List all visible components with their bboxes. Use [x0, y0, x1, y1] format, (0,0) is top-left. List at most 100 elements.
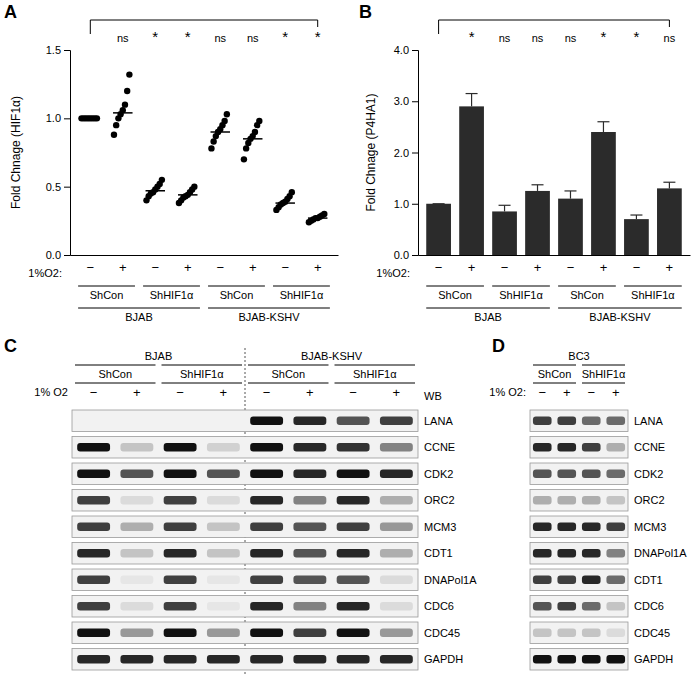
y-tick: 1.5	[46, 44, 70, 56]
band	[337, 469, 370, 478]
band	[380, 522, 413, 531]
x-tick: +	[119, 255, 127, 275]
marks	[78, 71, 327, 225]
band	[582, 549, 601, 558]
y-tick-label: 0.0	[46, 249, 61, 261]
band	[207, 443, 240, 452]
y-tick-label: 1.0	[46, 112, 61, 124]
band	[380, 655, 413, 664]
y-tick-mark	[64, 50, 70, 51]
band	[207, 602, 240, 611]
significance-label: ns	[664, 32, 676, 44]
band	[582, 575, 601, 584]
x-tick: +	[534, 255, 542, 275]
x-tick-label: +	[184, 260, 192, 275]
band	[582, 628, 601, 637]
blot-strip	[72, 569, 418, 591]
band	[164, 443, 197, 452]
band	[606, 416, 625, 425]
lane-label: −	[587, 385, 595, 400]
x-tick: +	[249, 255, 257, 275]
lane-label: +	[563, 385, 571, 400]
y-tick-label: 0.5	[46, 181, 61, 193]
band	[120, 496, 153, 505]
protein-label: CCNE	[634, 441, 665, 453]
band	[533, 522, 552, 531]
error-cap	[466, 93, 478, 94]
band	[533, 496, 552, 505]
band	[164, 522, 197, 531]
band	[582, 416, 601, 425]
mean-line	[178, 194, 197, 196]
protein-label: CDT1	[424, 547, 453, 559]
data-point	[321, 211, 327, 217]
mean-line	[243, 138, 262, 140]
band	[164, 655, 197, 664]
x-group-label: ShHIF1α	[631, 289, 675, 301]
cell-line-label: BC3	[568, 350, 589, 362]
band	[337, 443, 370, 452]
x-tick: −	[633, 255, 641, 275]
protein-label: CCNE	[424, 441, 455, 453]
data-point	[256, 118, 262, 124]
y-tick-label: 1.5	[46, 44, 61, 56]
significance-label: ns	[565, 32, 577, 44]
y-tick: 0.5	[46, 181, 70, 193]
x-tick: +	[666, 255, 674, 275]
protein-label: CDC45	[634, 627, 670, 639]
y-tick-mark	[412, 50, 418, 51]
shrna-label: ShHIF1α	[180, 368, 224, 380]
y-tick-label: 2.0	[394, 147, 409, 159]
y-tick: 2.0	[394, 147, 418, 159]
shrna-label: ShHIF1α	[582, 368, 626, 380]
significance-label: *	[634, 28, 640, 45]
protein-label: CDT1	[634, 574, 663, 586]
band	[250, 549, 283, 558]
x-tick: +	[314, 255, 322, 275]
y-tick-mark	[412, 204, 418, 205]
band	[77, 469, 110, 478]
band	[293, 549, 326, 558]
band	[337, 496, 370, 505]
significance-label: *	[601, 28, 607, 45]
subgroup-line	[162, 365, 243, 366]
shrna-label: ShCon	[538, 368, 572, 380]
x-tick-label: −	[87, 260, 95, 275]
band	[250, 416, 283, 425]
band	[164, 549, 197, 558]
band	[120, 628, 153, 637]
subgroup-line	[582, 383, 625, 384]
bar	[492, 211, 517, 255]
lane-label: −	[538, 385, 546, 400]
lane-label: −	[263, 385, 271, 400]
blot-strip	[72, 543, 418, 565]
band	[207, 549, 240, 558]
bar	[558, 199, 583, 255]
x-tick: −	[567, 255, 575, 275]
blot-strip	[530, 543, 628, 565]
x-group-label: ShCon	[90, 289, 124, 301]
data-point	[252, 129, 258, 135]
error-stem	[570, 191, 571, 199]
band	[293, 522, 326, 531]
y-tick-label: 4.0	[394, 44, 409, 56]
x-axis-line	[71, 255, 339, 256]
x-tick-label: −	[281, 260, 289, 275]
x-group-line	[143, 286, 200, 287]
band	[606, 575, 625, 584]
band	[77, 549, 110, 558]
x-group-line	[208, 308, 330, 309]
lane-label: −	[176, 385, 184, 400]
data-point	[122, 101, 128, 107]
x-tick: −	[281, 255, 289, 275]
band	[293, 469, 326, 478]
x-tick-label: +	[314, 260, 322, 275]
band	[120, 602, 153, 611]
x-tick: −	[87, 255, 95, 275]
band	[557, 628, 576, 637]
mean-line	[275, 202, 294, 204]
x-tick: −	[216, 255, 224, 275]
x-tick-label: +	[600, 260, 608, 275]
x-group-line	[492, 286, 550, 287]
panel-label: A	[4, 2, 17, 22]
